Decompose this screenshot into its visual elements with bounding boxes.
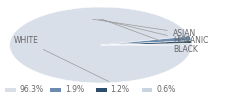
Wedge shape <box>101 36 192 45</box>
Text: HISPANIC: HISPANIC <box>99 19 208 46</box>
FancyBboxPatch shape <box>50 88 61 92</box>
Text: WHITE: WHITE <box>13 36 109 82</box>
Text: 1.9%: 1.9% <box>65 86 84 94</box>
Text: ASIAN: ASIAN <box>93 19 196 38</box>
Text: 0.6%: 0.6% <box>156 86 175 94</box>
Wedge shape <box>10 7 192 83</box>
FancyBboxPatch shape <box>142 88 152 92</box>
FancyBboxPatch shape <box>96 88 107 92</box>
Wedge shape <box>101 44 192 45</box>
Wedge shape <box>101 41 192 45</box>
Text: 96.3%: 96.3% <box>19 86 43 94</box>
Text: 1.2%: 1.2% <box>110 86 129 94</box>
FancyBboxPatch shape <box>5 88 16 92</box>
Text: BLACK: BLACK <box>102 19 198 54</box>
